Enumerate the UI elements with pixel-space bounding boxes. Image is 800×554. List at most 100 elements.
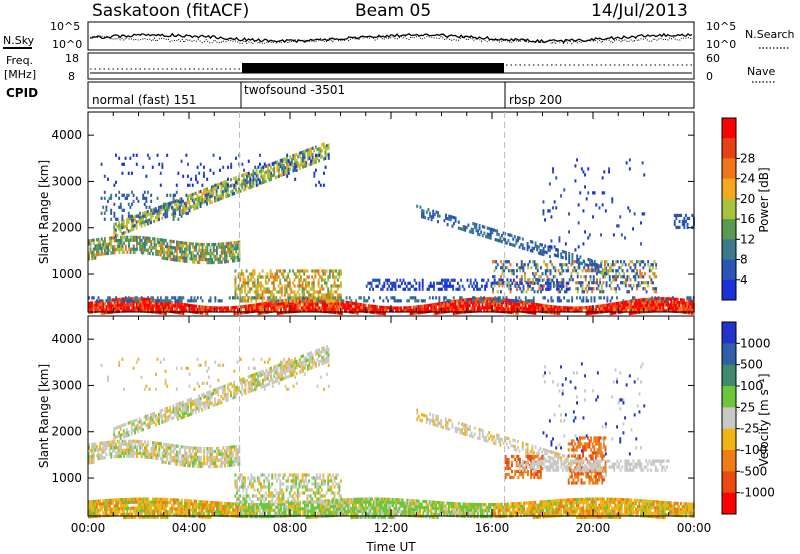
echo-cell: [440, 310, 442, 315]
freq-tick-high: 18: [65, 52, 79, 65]
echo-cell: [442, 278, 445, 282]
echo-cell: [240, 305, 242, 309]
echo-cell: [110, 239, 113, 243]
echo-cell: [581, 290, 584, 294]
echo-cell: [156, 196, 159, 200]
echo-cell: [568, 257, 571, 262]
echo-cell: [521, 237, 524, 241]
echo-cell: [310, 303, 313, 307]
echo-cell: [215, 192, 218, 196]
echo-cell: [560, 255, 563, 259]
echo-cell: [643, 301, 646, 305]
echo-cell: [121, 220, 124, 224]
echo-cell: [515, 302, 518, 306]
echo-cell: [667, 303, 670, 307]
echo-cell: [273, 508, 276, 512]
echo-cell: [99, 306, 102, 310]
echo-cell: [102, 243, 105, 247]
echo-cell: [193, 508, 196, 512]
colorbar-tick-label: 24: [740, 172, 755, 186]
echo-cell: [126, 224, 128, 228]
echo-cell: [581, 281, 584, 285]
echo-cell: [624, 284, 627, 288]
echo-cell: [428, 309, 431, 313]
echo-cell: [274, 272, 277, 276]
echo-cell: [635, 310, 638, 315]
echo-cell: [646, 300, 649, 304]
echo-cell: [204, 246, 207, 250]
echo-cell: [236, 305, 239, 309]
echo-cell: [522, 263, 525, 267]
echo-cell: [478, 233, 481, 237]
echo-cell: [576, 290, 579, 294]
echo-cell: [319, 146, 322, 150]
echo-cell: [396, 306, 399, 310]
echo-cell: [161, 244, 164, 248]
echo-cell: [379, 308, 382, 312]
echo-cell: [97, 249, 100, 254]
echo-cell: [94, 505, 97, 509]
echo-cell: [609, 302, 612, 307]
echo-cell: [236, 246, 239, 250]
echo-cell: [116, 306, 119, 311]
echo-cell: [276, 163, 279, 167]
echo-cell: [602, 281, 605, 285]
echo-cell: [280, 293, 283, 297]
echo-cell: [286, 153, 289, 157]
echo-cell: [142, 212, 144, 216]
echo-cell: [239, 272, 242, 276]
echo-cell: [260, 311, 263, 315]
echo-cell: [548, 182, 551, 186]
echo-cell: [295, 158, 298, 163]
echo-cell: [501, 263, 504, 267]
echo-cell: [328, 272, 331, 276]
echo-cell: [192, 508, 194, 512]
echo-cell: [350, 301, 353, 305]
echo-cell: [121, 513, 124, 517]
echo-cell: [88, 242, 90, 246]
echo-cell: [233, 241, 236, 245]
echo-cell: [222, 257, 225, 261]
echo-cell: [203, 308, 206, 312]
echo-cell: [598, 307, 601, 311]
echo-cell: [91, 512, 94, 516]
echo-cell: [506, 278, 509, 282]
echo-cell: [251, 306, 254, 311]
echo-cell: [395, 306, 398, 310]
echo-cell: [127, 202, 130, 206]
echo-cell: [452, 284, 455, 288]
echo-cell: [646, 297, 649, 301]
echo-cell: [677, 225, 679, 230]
echo-cell: [255, 287, 258, 291]
echo-cell: [249, 173, 252, 177]
echo-cell: [220, 187, 223, 192]
echo-cell: [459, 301, 462, 306]
echo-cell: [504, 241, 507, 245]
echo-cell: [227, 502, 230, 506]
echo-cell: [242, 284, 245, 288]
echo-cell: [612, 263, 614, 267]
echo-cell: [201, 201, 204, 205]
echo-cell: [557, 290, 560, 294]
echo-cell: [220, 501, 223, 505]
echo-cell: [232, 250, 234, 254]
echo-cell: [562, 269, 565, 273]
echo-cell: [152, 500, 154, 504]
echo-cell: [496, 232, 499, 236]
echo-cell: [416, 204, 419, 208]
echo-cell: [321, 306, 324, 310]
echo-cell: [233, 244, 236, 248]
echo-cell: [315, 153, 317, 157]
echo-cell: [545, 304, 548, 308]
echo-cell: [161, 241, 164, 245]
echo-cell: [499, 239, 502, 243]
echo-cell: [156, 301, 159, 306]
echo-cell: [619, 307, 622, 311]
echo-cell: [312, 281, 315, 285]
echo-cell: [92, 505, 95, 510]
echo-cell: [110, 196, 113, 200]
echo-cell: [156, 252, 159, 257]
echo-cell: [105, 299, 108, 303]
echo-cell: [91, 238, 94, 243]
echo-cell: [548, 304, 551, 309]
